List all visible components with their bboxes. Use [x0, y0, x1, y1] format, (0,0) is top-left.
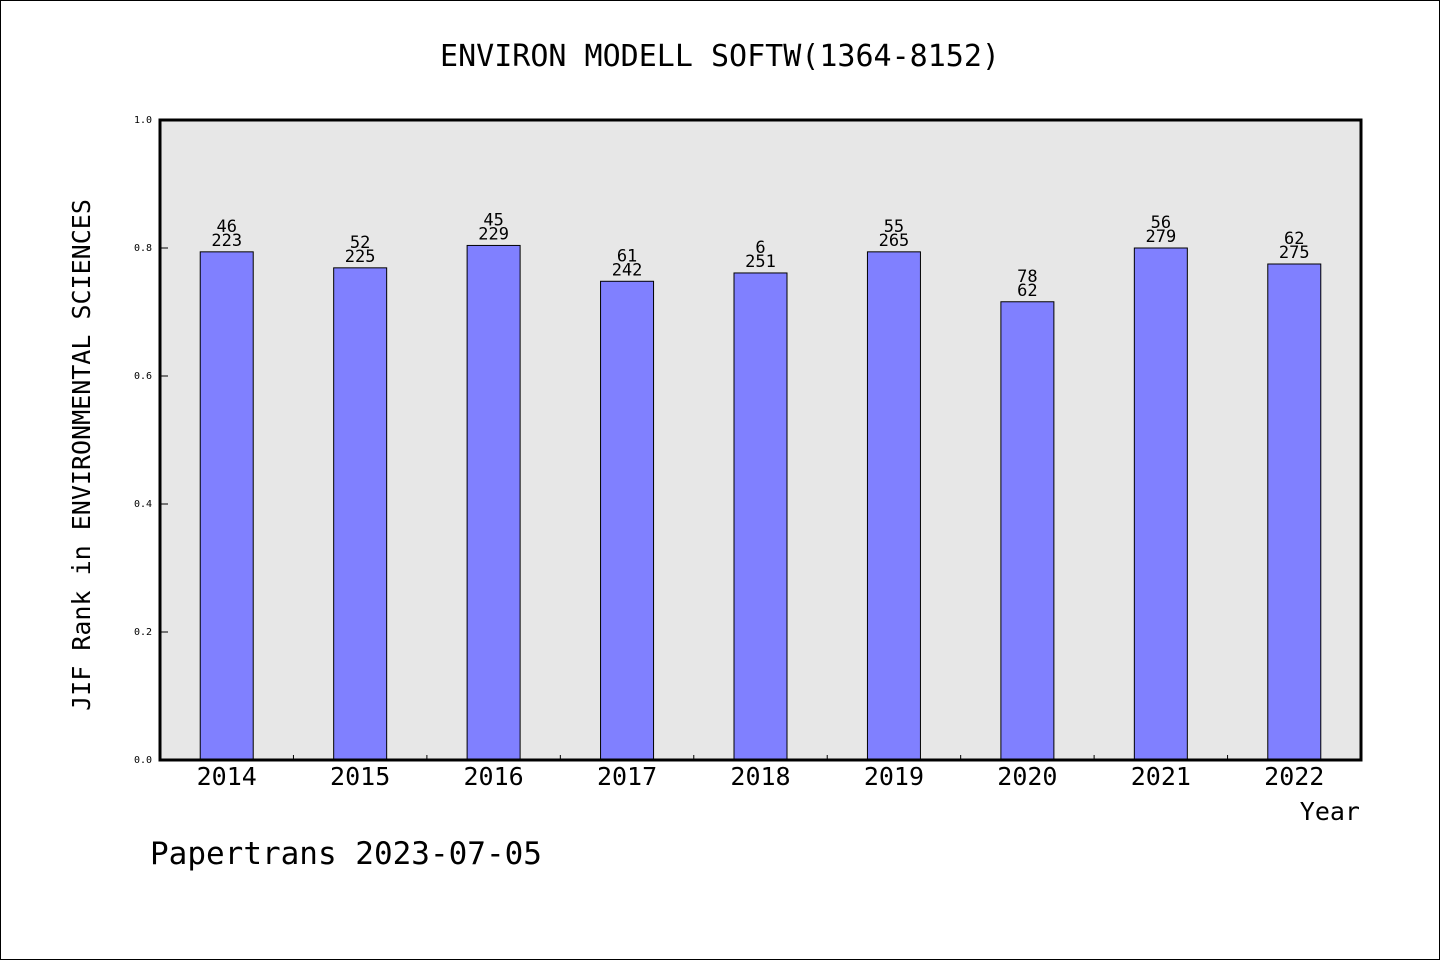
x-tick-label: 2018	[730, 762, 790, 791]
bar-rank-label: 6	[755, 238, 765, 258]
bar-total-label: 251	[745, 252, 776, 272]
x-tick-label: 2020	[997, 762, 1057, 791]
bar-2016	[466, 244, 521, 761]
bar-rank-label: 55	[884, 217, 904, 237]
bar-total-label: 62	[1017, 281, 1037, 301]
x-tick-label: 2019	[864, 762, 924, 791]
x-axis-ticks: 2014 2015 2016 2017 2018 2019 2020 2021 2022	[197, 755, 1324, 791]
x-tick-label: 2021	[1131, 762, 1191, 791]
bar-rank-label: 78	[1017, 267, 1037, 287]
y-tick-label: 0.8	[134, 243, 152, 254]
bar-rank-label: 46	[216, 217, 236, 237]
x-tick-label: 2015	[330, 762, 390, 791]
bar-2018	[733, 272, 788, 761]
bar-2022	[1267, 263, 1322, 761]
bar-rank-label: 62	[1284, 229, 1304, 249]
bar-2015	[333, 267, 388, 761]
footer-credit: Papertrans 2023-07-05	[150, 836, 542, 872]
y-tick-label: 0.2	[134, 627, 152, 638]
bar-total-label: 225	[345, 247, 376, 267]
y-tick-label: 1.0	[134, 115, 152, 126]
x-tick-label: 2017	[597, 762, 657, 791]
bar-total-label: 265	[879, 231, 910, 251]
bar-2020	[1000, 301, 1055, 761]
x-tick-label: 2016	[464, 762, 524, 791]
y-tick-label: 0.4	[134, 499, 152, 510]
y-tick-label: 0.0	[134, 755, 152, 766]
bar-rank-label: 56	[1151, 213, 1171, 233]
bar-rank-label: 61	[617, 246, 637, 266]
y-axis-label: JIF Rank in ENVIRONMENTAL SCIENCES	[67, 199, 96, 711]
bar-total-label: 242	[612, 260, 643, 280]
y-tick-label: 0.6	[134, 371, 152, 382]
x-axis-label: Year	[1300, 797, 1360, 826]
bar-rank-label: 45	[483, 210, 503, 230]
x-tick-label: 2022	[1264, 762, 1324, 791]
bar-rank-label: 52	[350, 233, 370, 253]
bar-total-label: 229	[478, 224, 509, 244]
bar-2014	[199, 251, 254, 761]
bar-total-label: 223	[211, 231, 242, 251]
chart-title: ENVIRON MODELL SOFTW(1364-8152)	[440, 39, 1000, 74]
bar-total-label: 275	[1279, 243, 1310, 263]
bar-2019	[866, 251, 921, 761]
bar-2021	[1133, 247, 1188, 761]
bar-total-label: 279	[1145, 227, 1176, 247]
x-tick-label: 2014	[197, 762, 257, 791]
bar-2017	[600, 280, 655, 761]
plot-border	[158, 118, 1363, 762]
